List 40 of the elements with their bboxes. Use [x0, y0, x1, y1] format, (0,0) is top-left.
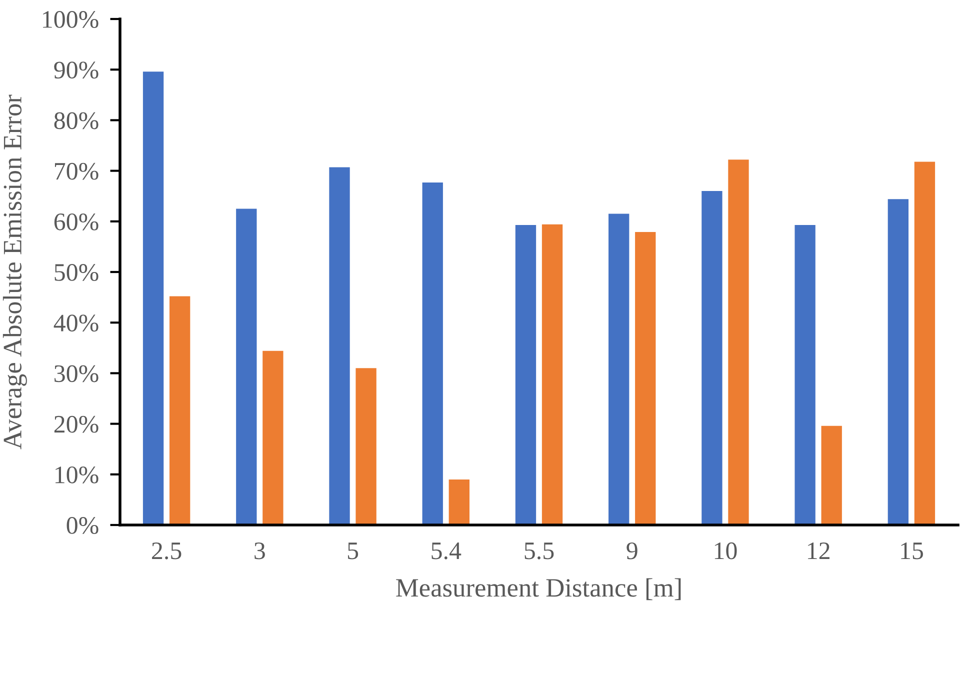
bar [448, 479, 470, 525]
bar [236, 208, 257, 525]
x-tick-label: 3 [254, 542, 265, 560]
bar [169, 296, 190, 525]
y-tick-label: 100% [43, 11, 98, 28]
x-tick-label: 10 [714, 542, 737, 560]
x-tick-label: 2.5 [152, 542, 182, 560]
y-tick-label: 90% [54, 62, 98, 79]
y-tick-label: 20% [54, 416, 98, 433]
x-tick-label: 5 [348, 542, 358, 560]
x-axis-title: Measurement Distance [m] [396, 578, 681, 600]
bar [888, 199, 909, 525]
x-tick-label: 5.4 [432, 542, 462, 560]
y-axis-title: Average Absolute Emission Error [2, 94, 27, 450]
bar [262, 350, 284, 525]
x-tick-label: 12 [808, 542, 830, 560]
bar [914, 162, 936, 525]
x-tick-label: 9 [626, 542, 638, 560]
bar [515, 224, 536, 525]
y-tick-label: 0% [66, 517, 98, 534]
y-tick-label: 40% [54, 314, 98, 332]
y-tick-label: 10% [56, 466, 98, 484]
y-tick-label: 60% [54, 213, 98, 230]
bar [728, 160, 749, 525]
bar [821, 426, 842, 525]
bar [635, 232, 656, 525]
bar [542, 224, 563, 525]
y-tick-label: 50% [54, 264, 98, 281]
bar [329, 167, 350, 525]
y-tick-label: 70% [54, 162, 98, 180]
bar [142, 72, 164, 525]
bar [702, 191, 722, 525]
bar [422, 182, 443, 525]
bar [794, 224, 816, 525]
bar [608, 214, 630, 525]
y-tick-label: 30% [54, 365, 98, 382]
bar [356, 368, 376, 525]
y-tick-label: 80% [54, 112, 98, 130]
x-tick-label: 5.5 [524, 542, 554, 560]
x-tick-label: 15 [901, 542, 923, 560]
